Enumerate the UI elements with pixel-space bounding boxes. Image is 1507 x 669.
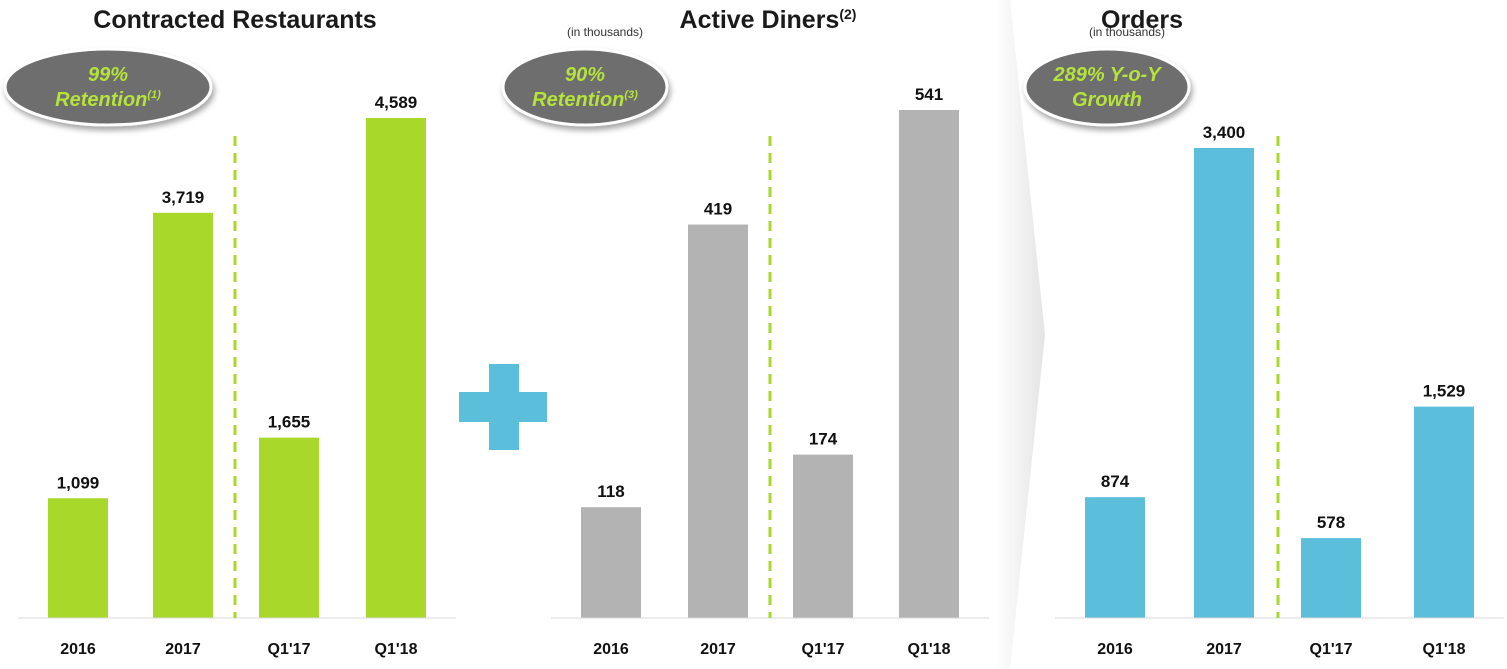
x-tick-label: Q1'18 [375,641,418,658]
x-tick-label: 2017 [700,641,736,658]
badge-line-2: Growth [1072,89,1142,111]
x-tick-label: Q1'18 [908,641,951,658]
chart-subtitle: (in thousands) [1089,25,1165,39]
chart-panel-1: Contracted Restaurants 99% Retention(1) 1,0… [3,6,456,658]
x-tick-label: 2016 [60,641,96,658]
badge-line-2: Retention(3) [532,89,638,111]
chart-subtitle: (in thousands) [567,25,643,39]
bar-2016 [1085,497,1145,618]
bar-q1-18 [899,110,959,618]
data-label: 1,099 [57,473,100,492]
bar-2017 [688,224,748,618]
bar-2016 [48,498,108,618]
badge-footnote: (3) [624,89,638,101]
data-label: 4,589 [375,93,418,112]
x-tick-label: 2016 [593,641,629,658]
bar-2017 [153,212,213,618]
chart-panels: Contracted Restaurants 99% Retention(1) 1,0… [3,6,1504,658]
data-label: 174 [809,430,838,449]
badge-shape [501,47,669,127]
data-label: 118 [597,482,624,501]
x-tick-label: Q1'18 [1423,641,1466,658]
chart-title-footnote: (2) [839,6,856,22]
chart-panel-3: Orders(in thousands) 289% Y-o-Y Growth 874 2… [1023,6,1504,658]
bar-q1-17 [1301,538,1361,618]
bar-2016 [581,507,641,618]
badge-footnote: (1) [147,89,161,101]
x-tick-label: Q1'17 [1310,641,1353,658]
plus-icon [459,364,547,450]
badge-shape [3,47,213,127]
data-label: 419 [704,200,732,219]
chart-title-text: Contracted Restaurants [93,6,376,34]
chart-title-text: Orders [1101,6,1183,34]
x-tick-label: 2017 [1206,641,1242,658]
data-label: 874 [1101,472,1130,491]
data-label: 3,400 [1203,123,1246,142]
data-label: 1,529 [1423,382,1466,401]
x-tick-label: Q1'17 [802,641,845,658]
bar-2017 [1194,148,1254,618]
chart-panel-2: Active Diners(2) (in thousands) 90% Retenti… [501,6,989,658]
badge-line-1: 289% Y-o-Y [1052,64,1162,86]
data-label: 578 [1317,513,1345,532]
chart-title: Active Diners(2) [680,6,857,34]
badge-shape [1023,47,1191,127]
bar-q1-18 [366,118,426,618]
badge: 90% Retention(3) [501,47,669,127]
data-label: 3,719 [162,188,205,207]
bar-q1-17 [793,454,853,618]
badge: 289% Y-o-Y Growth [1023,47,1191,127]
x-tick-label: 2016 [1097,641,1133,658]
chevron-right-arrow-icon [995,0,1045,669]
chart-title: Orders [1101,6,1183,34]
badge: 99% Retention(1) [3,47,213,127]
data-label: 1,655 [268,413,311,432]
data-label: 541 [915,85,943,104]
bar-q1-18 [1414,406,1474,618]
chart-title-text: Active Diners [680,6,840,34]
badge-line-1: 99% [88,64,128,86]
chart-title: Contracted Restaurants [93,6,376,34]
badge-line-1: 90% [565,64,605,86]
x-tick-label: Q1'17 [268,641,311,658]
badge-line-2: Retention(1) [55,89,161,111]
bar-q1-17 [259,437,319,618]
x-tick-label: 2017 [165,641,201,658]
